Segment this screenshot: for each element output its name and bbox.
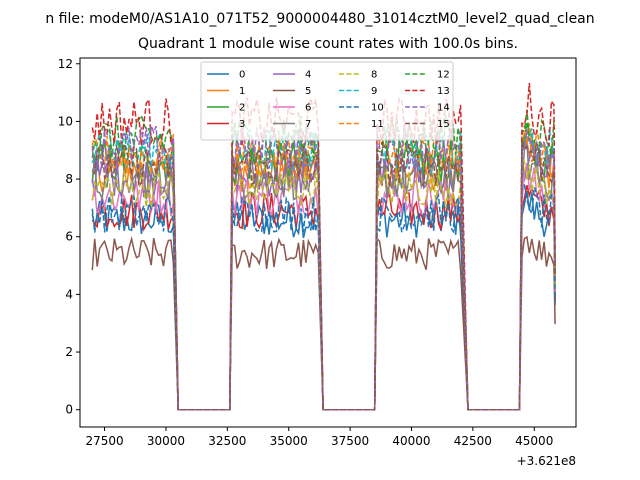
legend-label-12: 12 bbox=[437, 70, 450, 81]
x-tick-label: 45000 bbox=[515, 434, 553, 448]
series-line-9 bbox=[91, 127, 556, 411]
series-line-3 bbox=[91, 184, 556, 411]
legend-label-6: 6 bbox=[305, 103, 311, 114]
x-offset-label: +3.621e8 bbox=[517, 454, 576, 468]
x-tick-label: 42500 bbox=[454, 434, 492, 448]
legend-label-4: 4 bbox=[305, 70, 311, 81]
x-tick-label: 40000 bbox=[392, 434, 430, 448]
y-tick-label: 0 bbox=[65, 403, 73, 417]
ticks-layer: 27500 30000 32500 35000 37500 40000 42500 45000… bbox=[58, 57, 554, 448]
series-line-8 bbox=[91, 155, 556, 411]
series-line-14 bbox=[91, 124, 556, 411]
series-line-1 bbox=[91, 132, 556, 411]
legend-label-15: 15 bbox=[437, 119, 450, 130]
y-tick-label: 4 bbox=[65, 287, 73, 301]
series-line-11 bbox=[91, 123, 556, 411]
y-tick-label: 8 bbox=[65, 172, 73, 186]
y-tick-label: 10 bbox=[58, 114, 73, 128]
series-line-4 bbox=[91, 141, 556, 411]
legend-label-5: 5 bbox=[305, 86, 311, 97]
x-tick-label: 37500 bbox=[331, 434, 369, 448]
legend-label-8: 8 bbox=[371, 70, 377, 81]
y-tick-label: 6 bbox=[65, 230, 73, 244]
legend-label-3: 3 bbox=[239, 119, 245, 130]
figure-title: n file: modeM0/AS1A10_071T52_9000004480_… bbox=[45, 11, 595, 27]
series-line-10 bbox=[91, 183, 556, 411]
series-line-7 bbox=[91, 143, 556, 411]
series-line-15 bbox=[92, 140, 556, 411]
legend-label-9: 9 bbox=[371, 86, 377, 97]
chart-title: Quadrant 1 module wise count rates with … bbox=[138, 36, 518, 52]
x-tick-label: 30000 bbox=[147, 434, 185, 448]
legend-box bbox=[200, 61, 454, 141]
legend-label-13: 13 bbox=[437, 86, 450, 97]
x-tick-label: 32500 bbox=[208, 434, 246, 448]
series-line-6 bbox=[91, 162, 556, 411]
y-tick-label: 2 bbox=[65, 345, 73, 359]
legend-label-2: 2 bbox=[239, 103, 245, 114]
axes-frame bbox=[79, 57, 577, 428]
legend-label-7: 7 bbox=[305, 119, 311, 130]
y-tick-label: 12 bbox=[58, 57, 73, 71]
legend-label-0: 0 bbox=[239, 70, 245, 81]
legend-label-14: 14 bbox=[437, 103, 450, 114]
legend-label-11: 11 bbox=[371, 119, 384, 130]
legend-label-1: 1 bbox=[239, 86, 245, 97]
legend-label-10: 10 bbox=[371, 103, 384, 114]
series-layer bbox=[91, 82, 556, 411]
x-tick-label: 27500 bbox=[85, 434, 123, 448]
series-line-5 bbox=[91, 235, 556, 411]
x-tick-label: 35000 bbox=[270, 434, 308, 448]
